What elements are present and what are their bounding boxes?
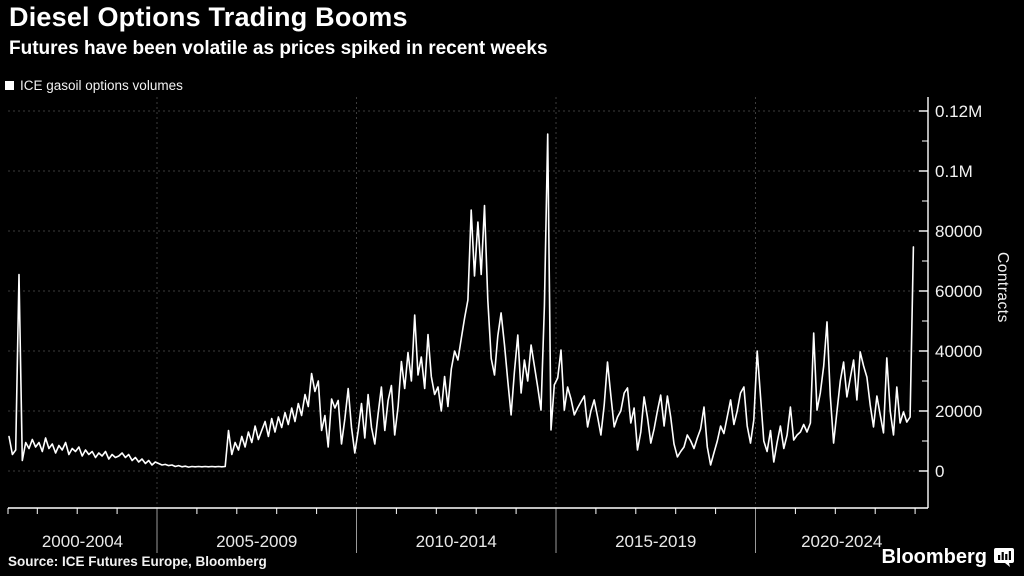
svg-text:2010-2014: 2010-2014 [416,532,497,551]
bar-chart-bubble-icon [994,548,1014,567]
legend-label: ICE gasoil options volumes [20,78,183,93]
svg-text:20000: 20000 [935,402,982,421]
y-axis-title: Contracts [994,252,1011,323]
svg-text:2020-2024: 2020-2024 [801,532,882,551]
svg-text:2005-2009: 2005-2009 [216,532,297,551]
source-text: Source: ICE Futures Europe, Bloomberg [8,554,267,569]
page-title: Diesel Options Trading Booms [9,2,408,32]
bloomberg-logo: Bloomberg [881,546,1014,569]
svg-text:2015-2019: 2015-2019 [615,532,696,551]
page-subtitle: Futures have been volatile as prices spi… [9,38,548,59]
svg-text:0: 0 [935,462,944,481]
legend-square-icon [5,81,14,90]
svg-text:60000: 60000 [935,282,982,301]
svg-text:0.12M: 0.12M [935,102,982,121]
svg-text:80000: 80000 [935,222,982,241]
svg-text:2000-2004: 2000-2004 [42,532,123,551]
svg-text:0.1M: 0.1M [935,162,973,181]
bloomberg-wordmark: Bloomberg [881,546,987,568]
svg-text:40000: 40000 [935,342,982,361]
chart-legend: ICE gasoil options volumes [5,78,183,93]
